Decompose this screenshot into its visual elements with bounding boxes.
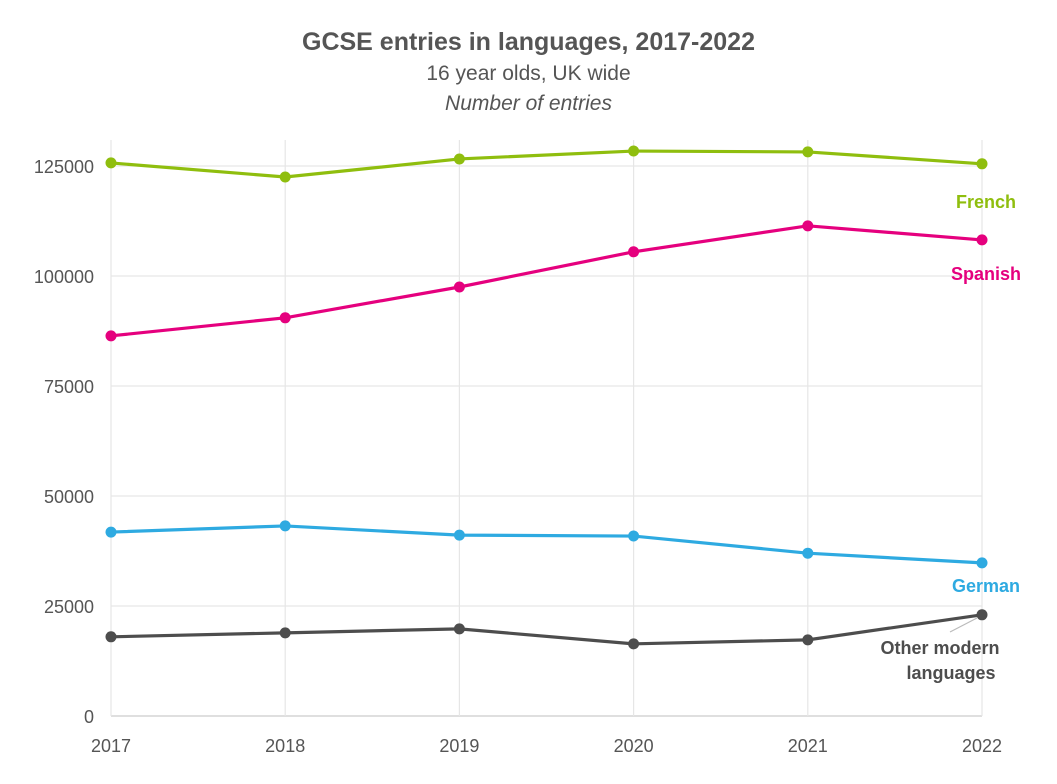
data-point [453,529,465,541]
y-tick-label: 100000 [34,267,94,287]
series-label: French [956,192,1016,212]
data-point [976,234,988,246]
data-point [802,634,814,646]
series-line-german [110,524,983,565]
data-point [802,220,814,232]
data-point [976,557,988,569]
data-point [279,312,291,324]
x-tick-label: 2019 [439,736,479,756]
data-point [802,146,814,158]
series-label: Other modern [880,638,999,658]
x-tick-label: 2018 [265,736,305,756]
data-point [105,631,117,643]
y-tick-label: 0 [84,707,94,727]
data-point [628,145,640,157]
x-tick-label: 2022 [962,736,1002,756]
series-label: Spanish [951,264,1021,284]
data-point [976,158,988,170]
y-tick-label: 25000 [44,597,94,617]
data-point [105,330,117,342]
data-point [453,623,465,635]
series-line-other-modern-languages [110,613,983,646]
x-tick-label: 2017 [91,736,131,756]
series-line-spanish [110,224,983,338]
data-point [279,171,291,183]
label-leader-line [949,617,978,633]
series-label: German [952,576,1020,596]
x-tick-label: 2021 [788,736,828,756]
data-point [279,520,291,532]
y-tick-label: 75000 [44,377,94,397]
data-point [628,638,640,650]
data-point [453,153,465,165]
series-line-french [110,149,983,179]
data-point [976,609,988,621]
data-point [279,627,291,639]
data-point [105,157,117,169]
chart-subtitle: 16 year olds, UK wide [426,62,631,85]
data-point [628,530,640,542]
y-tick-label: 125000 [34,157,94,177]
y-tick-label: 50000 [44,487,94,507]
series-label: languages [906,663,995,683]
y-axis-label: Number of entries [445,92,612,115]
data-point [802,547,814,559]
data-point [105,526,117,538]
data-point [628,246,640,258]
data-point [453,281,465,293]
x-tick-label: 2020 [614,736,654,756]
chart-title: GCSE entries in languages, 2017-2022 [302,28,755,56]
